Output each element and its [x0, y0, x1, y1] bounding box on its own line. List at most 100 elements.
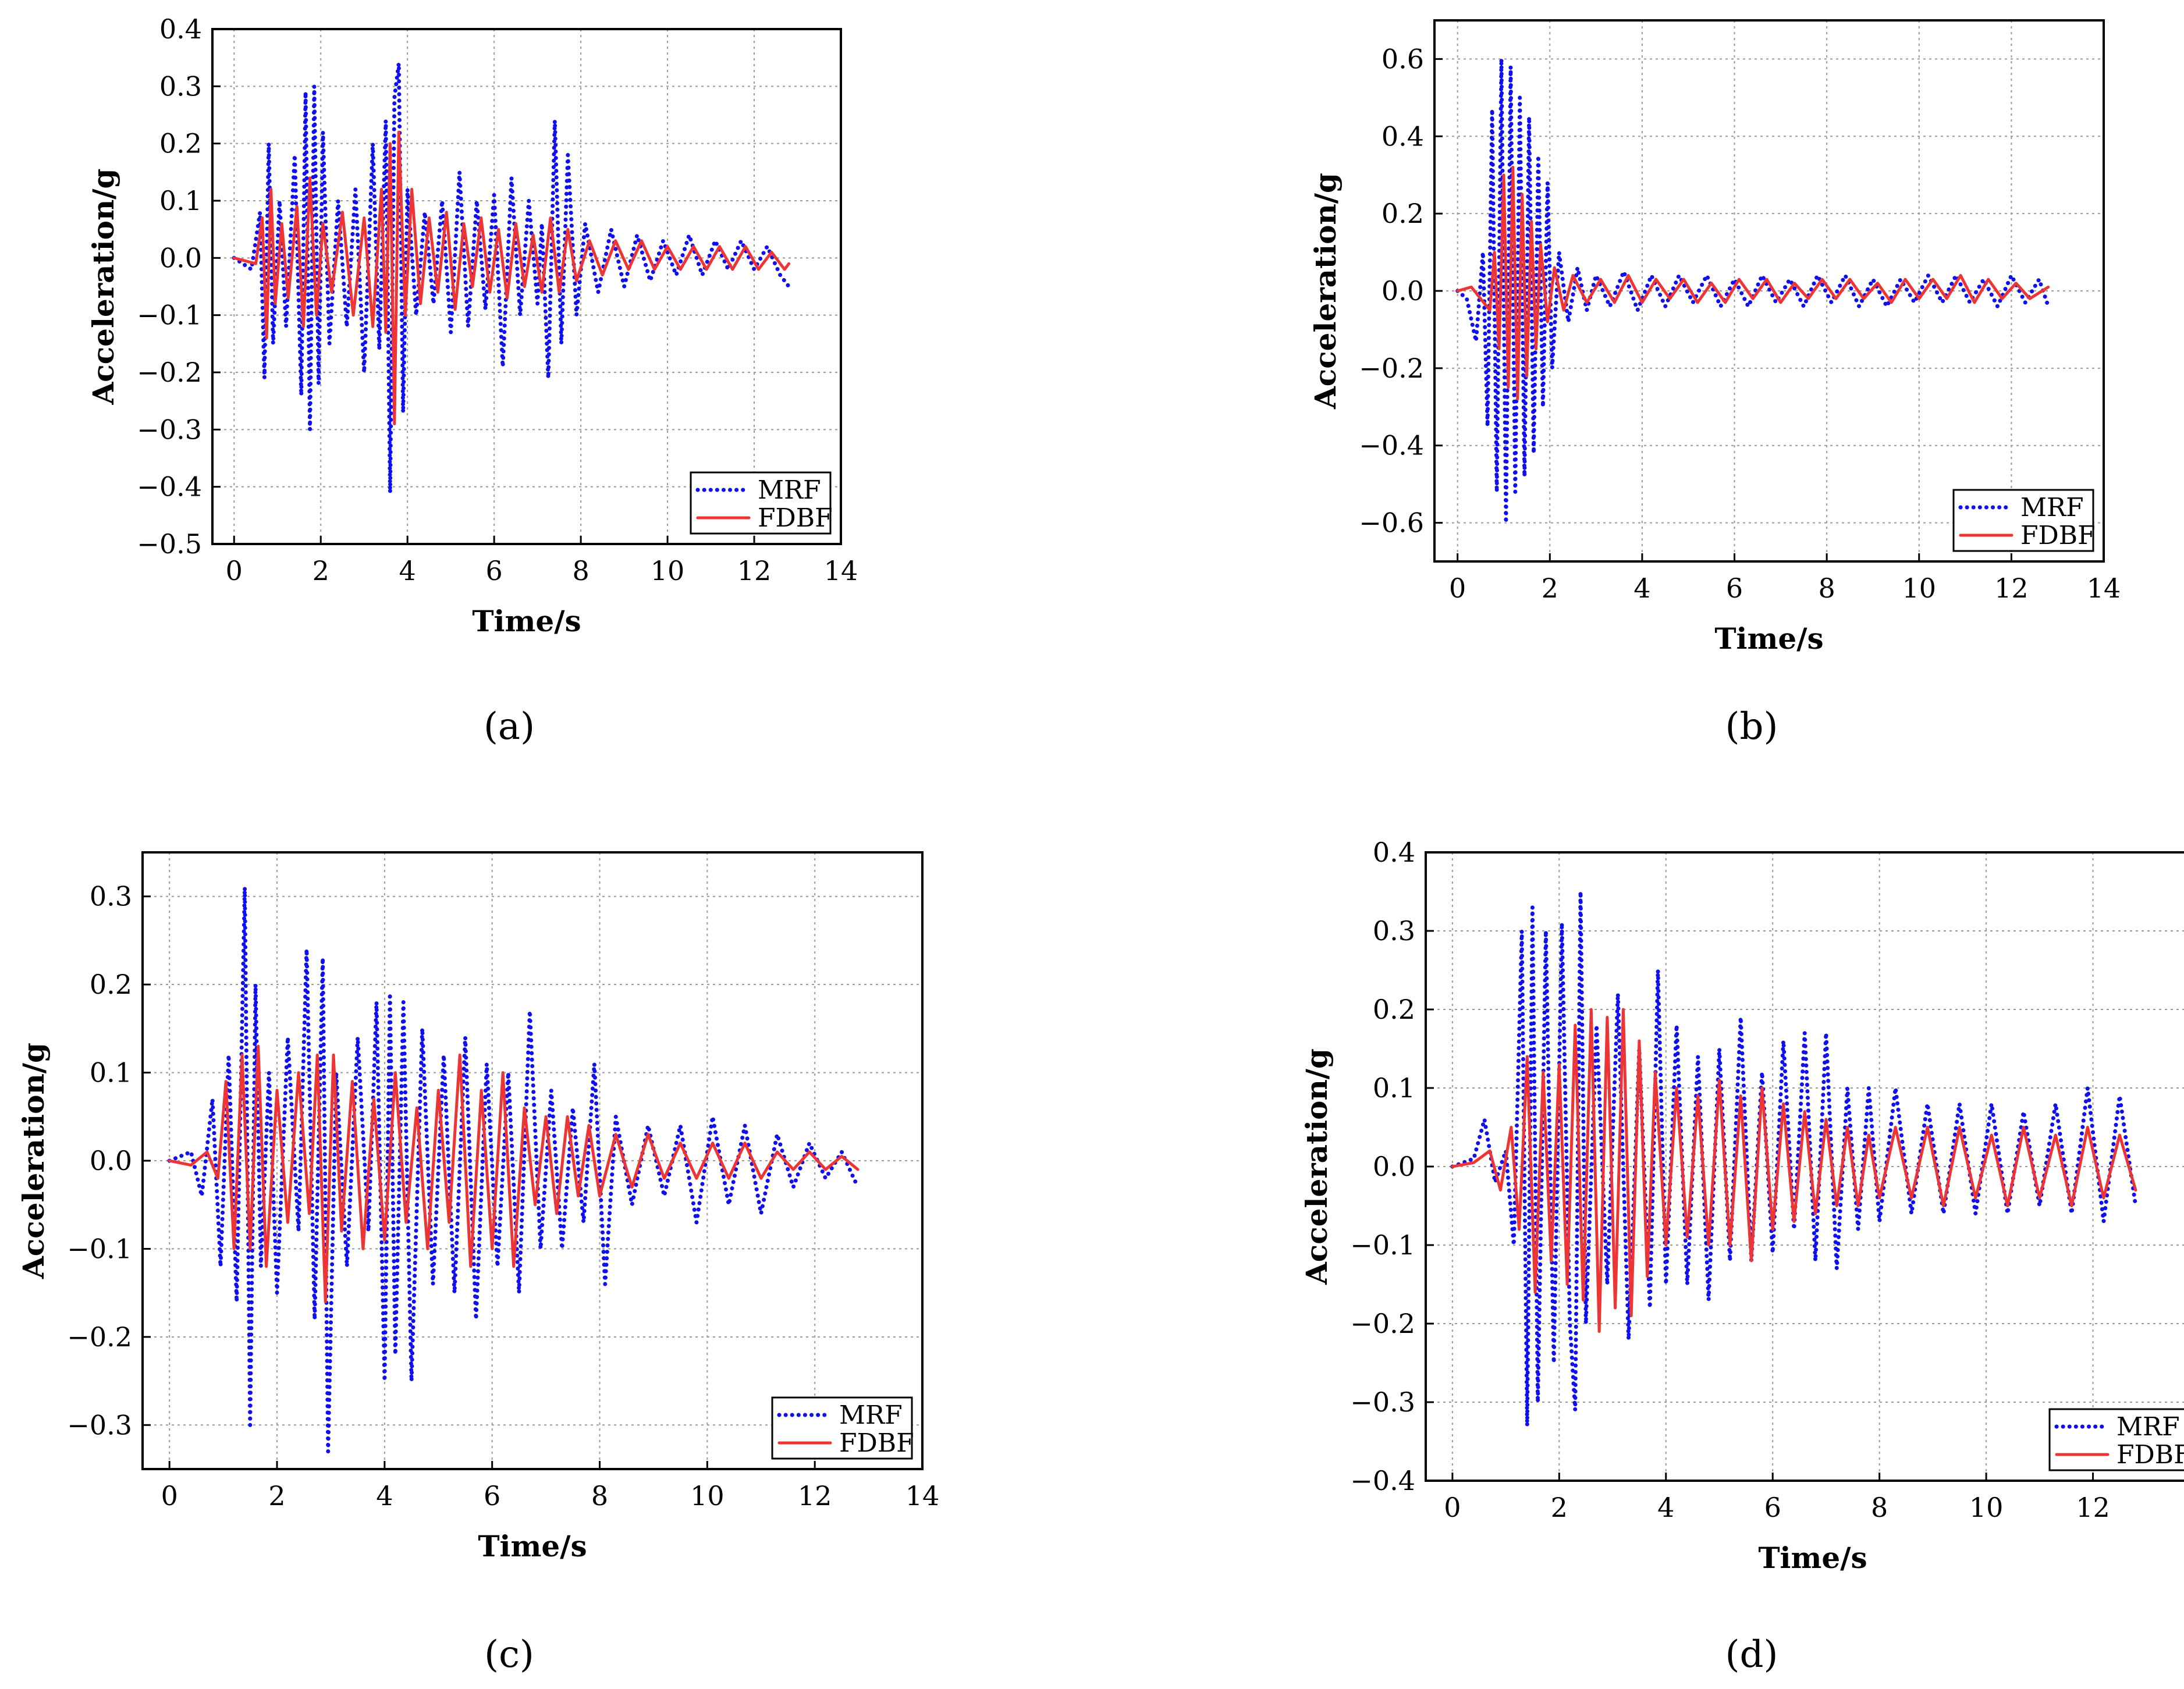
y-axis-title: Acceleration/g — [86, 168, 120, 405]
legend-label-mrf: MRF — [2116, 1412, 2180, 1442]
y-tick-label: 0.3 — [1373, 915, 1415, 947]
x-axis-title: Time/s — [478, 1529, 587, 1563]
series-line-fdbf — [1456, 165, 2050, 401]
y-tick-label: 0.3 — [90, 881, 132, 912]
x-tick-label: 10 — [1902, 573, 1936, 604]
y-tick-label: −0.4 — [137, 471, 202, 503]
y-tick-label: 0.4 — [1382, 120, 1424, 152]
panel-caption: (b) — [1725, 705, 1778, 748]
y-tick-label: −0.2 — [1359, 353, 1424, 384]
y-tick-label: −0.4 — [1350, 1465, 1415, 1496]
y-tick-label: 0.1 — [1373, 1072, 1415, 1104]
x-tick-label: 4 — [399, 555, 416, 586]
y-tick-label: −0.3 — [137, 414, 202, 445]
x-tick-label: 10 — [1969, 1492, 2004, 1523]
y-tick-label: 0.2 — [159, 128, 202, 159]
y-tick-label: −0.1 — [67, 1233, 132, 1264]
plot-frame — [211, 28, 842, 545]
x-axis-title: Time/s — [1758, 1541, 1867, 1575]
x-axis-title: Time/s — [1714, 621, 1823, 656]
x-tick-label: 8 — [591, 1480, 608, 1512]
panel-caption: (c) — [484, 1633, 534, 1676]
legend-label-fdbf: FDBF — [839, 1428, 914, 1458]
y-tick-label: 0.2 — [1382, 198, 1424, 229]
chart-panel-a: 0 2 4 6 8 10 12 14 −0.5 −0.4 −0.3 −0.2 −0.1 0.0 0.1 0.2… — [86, 13, 858, 748]
y-tick-label: −0.1 — [137, 300, 202, 331]
x-tick-label: 0 — [1449, 573, 1466, 604]
y-tick-label: 0.4 — [159, 13, 202, 45]
y-axis-title: Acceleration/g — [1299, 1048, 1334, 1285]
y-tick-label: −0.2 — [1350, 1308, 1415, 1339]
x-tick-label: 12 — [737, 555, 772, 586]
chart-panel-c: 0 2 4 6 8 10 12 14 −0.3 −0.2 −0.1 0.0 0.1 0.2 0.3 Time/… — [16, 851, 940, 1676]
x-tick-label: 0 — [226, 555, 243, 586]
x-tick-label: 8 — [1818, 573, 1835, 604]
panel-caption: (d) — [1725, 1633, 1778, 1676]
x-tick-label: 10 — [651, 555, 685, 586]
y-tick-label: 0.2 — [90, 969, 132, 1000]
y-tick-label: 0.4 — [1373, 837, 1415, 868]
y-tick-label: −0.2 — [137, 357, 202, 388]
series-line-mrf — [232, 61, 791, 495]
legend-label-fdbf: FDBF — [758, 503, 833, 533]
y-tick-label: −0.5 — [137, 528, 202, 560]
series-line-fdbf — [1451, 1008, 2137, 1333]
x-tick-label: 4 — [1657, 1492, 1674, 1523]
y-tick-label: 0.1 — [159, 185, 202, 216]
legend-label-mrf: MRF — [2020, 493, 2084, 522]
series-line-fdbf — [232, 130, 791, 425]
x-tick-label: 8 — [572, 555, 589, 586]
legend-label-fdbf: FDBF — [2116, 1440, 2184, 1470]
panel-caption: (a) — [484, 705, 535, 748]
chart-panel-b: 0 2 4 6 8 10 12 14 −0.6 −0.4 −0.2 0.0 0.2 0.4 0.6 Time/… — [1308, 19, 2121, 748]
x-tick-label: 4 — [1633, 573, 1650, 604]
legend-label-fdbf: FDBF — [2020, 521, 2096, 550]
x-tick-label: 6 — [1726, 573, 1743, 604]
y-tick-label: −0.1 — [1350, 1229, 1415, 1261]
y-tick-label: −0.2 — [67, 1321, 132, 1353]
y-tick-label: 0.1 — [90, 1057, 132, 1089]
x-tick-label: 10 — [690, 1480, 725, 1512]
y-tick-label: 0.0 — [90, 1145, 132, 1176]
x-tick-label: 14 — [824, 555, 858, 586]
series-line-mrf — [1450, 890, 2138, 1428]
x-tick-label: 14 — [2087, 573, 2121, 604]
series-line-fdbf — [168, 1044, 860, 1303]
legend-label-mrf: MRF — [839, 1400, 903, 1430]
x-tick-label: 12 — [798, 1480, 832, 1512]
x-tick-label: 12 — [2076, 1492, 2110, 1523]
y-tick-label: 0.0 — [159, 242, 202, 273]
y-tick-label: 0.0 — [1373, 1151, 1415, 1182]
x-tick-label: 6 — [1764, 1492, 1781, 1523]
x-tick-label: 14 — [2183, 1492, 2184, 1523]
y-tick-label: −0.3 — [1350, 1386, 1415, 1418]
x-tick-label: 2 — [268, 1480, 285, 1512]
y-axis-title: Acceleration/g — [16, 1043, 51, 1279]
x-tick-label: 6 — [485, 555, 502, 586]
x-tick-label: 0 — [161, 1480, 178, 1512]
y-tick-label: 0.2 — [1373, 994, 1415, 1025]
y-tick-label: −0.6 — [1359, 507, 1424, 539]
y-tick-label: 0.6 — [1382, 43, 1424, 74]
y-tick-label: −0.4 — [1359, 430, 1424, 461]
x-tick-label: 8 — [1871, 1492, 1888, 1523]
x-tick-label: 4 — [376, 1480, 393, 1512]
y-tick-label: 0.0 — [1382, 275, 1424, 307]
x-tick-label: 2 — [1551, 1492, 1568, 1523]
x-axis-title: Time/s — [472, 604, 581, 638]
x-tick-label: 12 — [1994, 573, 2029, 604]
y-tick-label: 0.3 — [159, 70, 202, 102]
x-tick-label: 2 — [312, 555, 329, 586]
x-tick-label: 6 — [484, 1480, 500, 1512]
x-tick-label: 2 — [1542, 573, 1558, 604]
y-tick-label: −0.3 — [67, 1409, 132, 1441]
x-tick-label: 14 — [905, 1480, 940, 1512]
y-axis-title: Acceleration/g — [1308, 173, 1343, 410]
chart-panel-d: 0 2 4 6 8 10 12 14 −0.4 −0.3 −0.2 −0.1 0.0 0.1 0.2 0.3 0… — [1299, 837, 2184, 1676]
